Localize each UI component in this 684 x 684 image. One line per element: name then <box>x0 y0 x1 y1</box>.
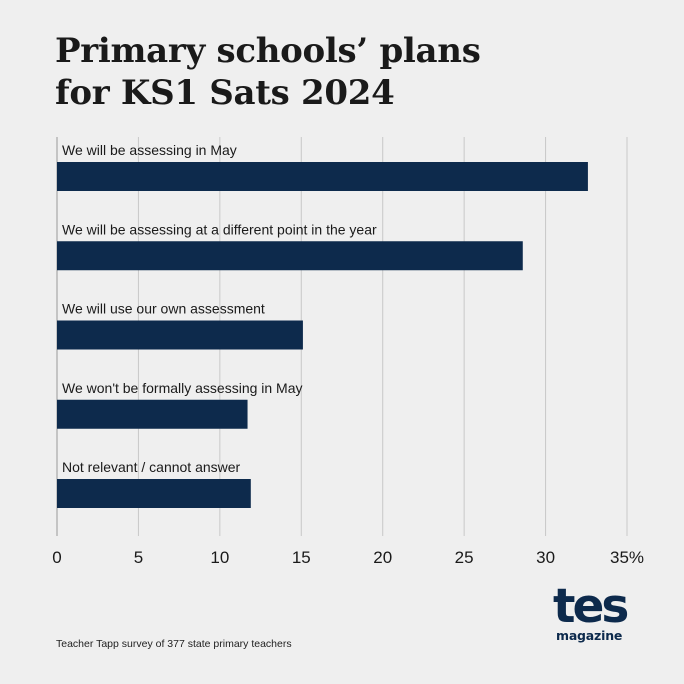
tes-magazine-logo: tes magazine <box>553 582 633 654</box>
source-note: Teacher Tapp survey of 377 state primary… <box>56 638 292 650</box>
logo-wordmark: tes <box>553 579 629 634</box>
category-label: We will be assessing in May <box>62 142 237 158</box>
bars <box>57 162 588 508</box>
bar <box>57 162 588 191</box>
chart-title: Primary schools’ plans for KS1 Sats 2024 <box>55 30 655 114</box>
title-line-2: for KS1 Sats 2024 <box>55 73 395 113</box>
x-axis-ticks: 0 5 10 15 20 25 30 35% <box>52 548 644 567</box>
bar <box>57 479 251 508</box>
x-tick-label: 10 <box>210 548 229 567</box>
x-tick-label: 0 <box>52 548 61 567</box>
x-tick-label: 5 <box>134 548 143 567</box>
bar <box>57 241 523 271</box>
category-label: We will be assessing at a different poin… <box>62 221 377 237</box>
category-labels: We will be assessing in May We will be as… <box>62 142 377 475</box>
x-tick-label: 30 <box>536 548 555 567</box>
category-label: We won't be formally assessing in May <box>62 380 303 396</box>
title-line-1: Primary schools’ plans <box>55 31 481 71</box>
category-label: We will use our own assessment <box>62 301 265 317</box>
x-tick-label: 35% <box>610 548 644 567</box>
category-label: Not relevant / cannot answer <box>62 459 241 475</box>
x-tick-label: 15 <box>292 548 311 567</box>
x-tick-label: 25 <box>455 548 474 567</box>
bar <box>57 399 248 429</box>
bar <box>57 320 303 350</box>
x-tick-label: 20 <box>373 548 392 567</box>
logo-subtitle: magazine <box>556 628 623 643</box>
